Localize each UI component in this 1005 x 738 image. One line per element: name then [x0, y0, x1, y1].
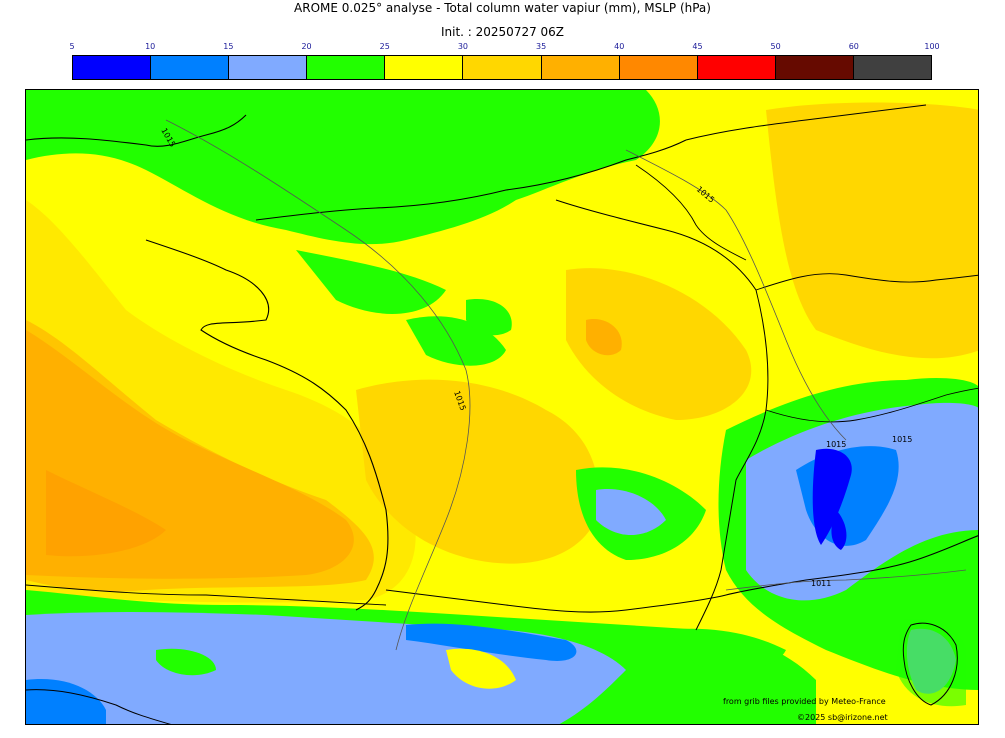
coastline-spain: [26, 689, 171, 724]
colorbar-segment: [775, 56, 854, 79]
isobar-1011-south: [725, 569, 967, 591]
colorbar-tick-label: 60: [848, 42, 859, 51]
field-green-patch-2: [466, 299, 512, 336]
colorbar-tick-label: 20: [301, 42, 312, 51]
field-green-channel: [296, 250, 446, 314]
field-green-mediterranean: [666, 628, 786, 670]
colorbar-segment: [385, 56, 464, 79]
field-lightblue-massif: [596, 489, 666, 535]
isobar-label-5: 1015: [892, 435, 912, 444]
coastline-channel: [255, 139, 687, 221]
coastline-mediterranean: [385, 535, 978, 613]
colorbar-tick-label: 35: [535, 42, 547, 51]
field-yellow-spain-patch: [446, 648, 516, 689]
field-gold-northeast: [766, 102, 978, 359]
colorbar-tick-label: 10: [145, 42, 156, 51]
border-france-east: [555, 199, 769, 631]
colorbar-segment: [853, 56, 932, 79]
chart-title: AROME 0.025° analyse - Total column wate…: [294, 1, 711, 15]
map-canvas: 1015 1015 1015 1015 1015 1011: [26, 90, 978, 724]
field-green-spain-patch: [156, 648, 216, 676]
isobar-1015-east: [625, 149, 847, 441]
colorbar-segment: [541, 56, 620, 79]
coastline-france-west: [145, 239, 389, 611]
field-orange-east-spot: [586, 319, 622, 356]
init-time: Init. : 20250727 06Z: [440, 25, 565, 39]
colorbar-tick-label: 5: [69, 42, 75, 51]
field-green-north: [26, 90, 660, 245]
field-green-northwest-patch: [226, 107, 346, 165]
colorbar-tick-label: 45: [692, 42, 703, 51]
colorbar-tick-label: 15: [223, 42, 234, 51]
colorbar-segment: [307, 56, 386, 79]
border-alps: [765, 387, 978, 423]
colorbar-ticks: 5 10 15 20 25 30 35 40 45 50 60 100: [69, 42, 939, 54]
field-blue-pyrenees: [406, 623, 577, 661]
isobar-label-6: 1011: [811, 579, 831, 588]
border-pyrenees: [26, 584, 387, 606]
field-orange-deep: [46, 470, 166, 557]
colorbar-tick-label: 40: [614, 42, 625, 51]
colorbar-tick-label: 30: [457, 42, 468, 51]
field-gold-centre: [356, 379, 599, 564]
coastline-england: [26, 114, 247, 147]
source-credit: from grib files provided by Meteo-France: [723, 697, 886, 706]
isobar-label-4: 1015: [826, 440, 846, 449]
border-belgium: [635, 164, 747, 261]
coastline-corsica: [902, 622, 958, 706]
colorbar-tick-label: 50: [770, 42, 781, 51]
colorbar-segment: [73, 56, 152, 79]
colorbar-segment: [619, 56, 698, 79]
field-corsica-green: [896, 618, 966, 707]
colorbar-tick-label: 100: [924, 42, 940, 51]
colorbar: [72, 55, 932, 80]
copyright-credit: ©2025 sb@irizone.net: [797, 713, 888, 722]
isobar-label-2: 1015: [695, 185, 716, 205]
colorbar-segment: [151, 56, 230, 79]
colorbar-segment: [697, 56, 776, 79]
coastline-north-sea: [685, 104, 927, 141]
field-darkblue-alps-2: [831, 510, 847, 550]
water-vapour-map[interactable]: 1015 1015 1015 1015 1015 1011: [25, 89, 979, 725]
field-darkblue-alps: [812, 448, 852, 545]
colorbar-segment: [463, 56, 542, 79]
field-gold-east: [566, 268, 752, 420]
colorbar-segment: [229, 56, 308, 79]
border-germany: [755, 273, 978, 291]
isobar-1015-west: [165, 119, 471, 651]
colorbar-tick-label: 25: [379, 42, 390, 51]
